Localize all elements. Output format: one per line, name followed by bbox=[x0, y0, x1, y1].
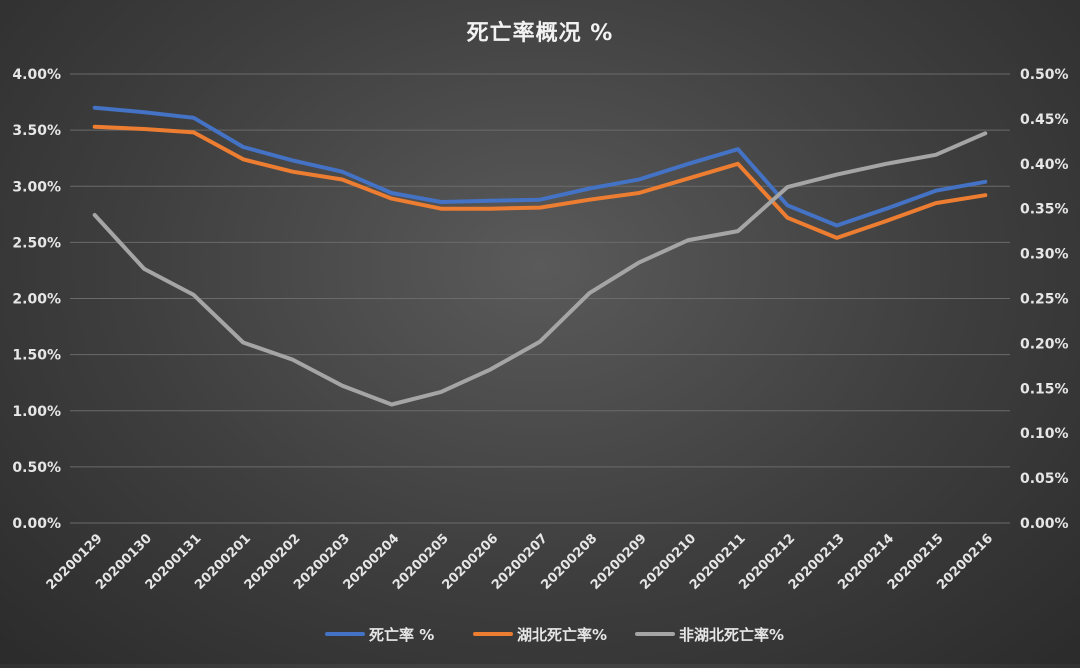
chart-title: 死亡率概况 % bbox=[467, 20, 614, 46]
data-point bbox=[192, 293, 196, 297]
data-point bbox=[587, 198, 592, 202]
right-tick-label: 0.25% bbox=[1020, 292, 1069, 308]
data-point bbox=[884, 219, 888, 223]
data-point bbox=[736, 147, 740, 151]
data-point bbox=[538, 340, 542, 344]
left-tick-label: 2.00% bbox=[12, 292, 61, 308]
data-point bbox=[389, 191, 394, 195]
right-tick-label: 0.45% bbox=[1020, 112, 1069, 128]
data-point bbox=[192, 130, 196, 134]
right-tick-label: 0.35% bbox=[1020, 202, 1069, 218]
data-point bbox=[934, 153, 938, 157]
data-point bbox=[439, 207, 443, 211]
data-point bbox=[587, 291, 592, 295]
legend-label-3: 非湖北死亡率% bbox=[679, 626, 784, 644]
right-tick-label: 0.30% bbox=[1020, 247, 1069, 263]
legend: 死亡率 % 湖北死亡率% 非湖北死亡率% bbox=[325, 626, 784, 644]
data-point bbox=[686, 162, 691, 166]
data-point bbox=[983, 193, 987, 197]
data-point bbox=[241, 145, 245, 149]
data-point bbox=[637, 177, 641, 182]
data-point bbox=[686, 176, 691, 180]
right-tick-label: 0.15% bbox=[1020, 381, 1069, 397]
data-point bbox=[291, 158, 295, 163]
data-point bbox=[340, 170, 344, 174]
data-point bbox=[835, 172, 839, 177]
data-point bbox=[884, 207, 888, 211]
data-point bbox=[93, 125, 97, 129]
data-point bbox=[291, 170, 295, 174]
legend-label-1: 死亡率 % bbox=[369, 626, 434, 644]
data-point bbox=[736, 162, 740, 166]
right-tick-label: 0.20% bbox=[1020, 336, 1069, 352]
left-tick-label: 1.00% bbox=[12, 404, 61, 420]
data-point bbox=[439, 390, 443, 394]
data-point bbox=[142, 267, 146, 271]
data-point bbox=[983, 180, 987, 184]
data-point bbox=[488, 367, 493, 372]
data-point bbox=[637, 260, 641, 265]
data-point bbox=[785, 203, 789, 207]
data-point bbox=[835, 236, 839, 240]
left-tick-label: 0.00% bbox=[12, 516, 61, 532]
data-point bbox=[93, 213, 97, 217]
data-point bbox=[488, 199, 493, 203]
data-point bbox=[192, 116, 196, 120]
data-point bbox=[488, 207, 493, 211]
data-point bbox=[241, 157, 245, 161]
right-tick-label: 0.50% bbox=[1020, 67, 1069, 83]
data-point bbox=[934, 201, 938, 205]
left-tick-label: 2.50% bbox=[12, 235, 61, 251]
series-line-3 bbox=[92, 131, 988, 407]
left-tick-label: 1.50% bbox=[12, 348, 61, 364]
data-point bbox=[884, 162, 888, 166]
left-tick-label: 4.00% bbox=[12, 67, 61, 83]
data-point bbox=[93, 106, 97, 110]
right-tick-label: 0.00% bbox=[1020, 516, 1069, 532]
right-tick-label: 0.05% bbox=[1020, 471, 1069, 487]
series-lines bbox=[92, 105, 988, 407]
left-tick-label: 0.50% bbox=[12, 460, 61, 476]
left-tick-label: 3.50% bbox=[12, 123, 61, 139]
data-point bbox=[538, 198, 542, 202]
data-point bbox=[340, 177, 344, 182]
data-point bbox=[983, 131, 987, 135]
data-point bbox=[785, 185, 789, 189]
data-point bbox=[835, 223, 839, 228]
data-point bbox=[785, 216, 789, 220]
data-point bbox=[538, 205, 542, 210]
right-tick-label: 0.10% bbox=[1020, 426, 1069, 442]
data-point bbox=[389, 402, 394, 407]
data-point bbox=[736, 229, 740, 233]
data-point bbox=[340, 384, 344, 388]
x-axis: 2020012920200130202001312020020120200202… bbox=[44, 531, 996, 593]
left-y-axis: 0.00% 0.50% 1.00% 1.50% 2.00% 2.50% 3.00% 3.50%… bbox=[12, 67, 61, 532]
data-point bbox=[142, 110, 146, 114]
data-point bbox=[142, 127, 146, 131]
data-point bbox=[686, 238, 691, 242]
data-point bbox=[389, 196, 394, 201]
data-point bbox=[439, 200, 443, 204]
left-tick-label: 3.00% bbox=[12, 179, 61, 195]
data-point bbox=[637, 191, 641, 195]
right-y-axis: 0.00% 0.05% 0.10% 0.15% 0.20% 0.25% 0.30% 0.35%… bbox=[1020, 67, 1069, 532]
legend-label-2: 湖北死亡率% bbox=[517, 626, 607, 644]
data-point bbox=[291, 357, 295, 362]
data-point bbox=[934, 189, 938, 193]
data-point bbox=[587, 186, 592, 191]
right-tick-label: 0.40% bbox=[1020, 157, 1069, 173]
gridlines bbox=[70, 73, 1010, 524]
data-point bbox=[241, 340, 245, 345]
